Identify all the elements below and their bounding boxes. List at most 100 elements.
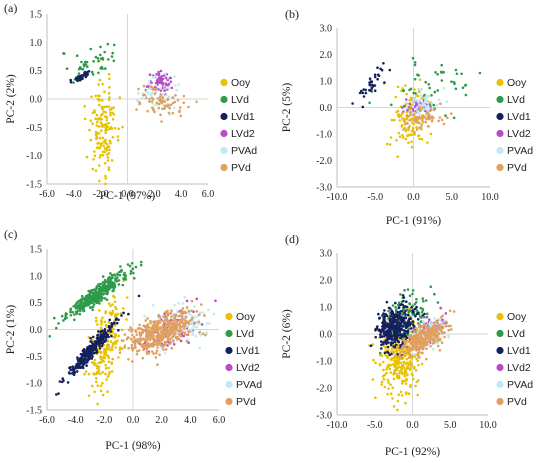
data-point (169, 80, 173, 84)
x-tick-label: 5.0 (444, 420, 457, 431)
data-point (422, 322, 426, 326)
legend-label: PVAd (236, 379, 262, 391)
data-point (155, 349, 159, 353)
x-tick-label: 6.0 (202, 189, 215, 200)
data-point (104, 131, 108, 135)
data-point (123, 333, 127, 336)
data-point (75, 370, 79, 373)
data-point (434, 71, 437, 74)
data-point (416, 337, 419, 340)
data-point (405, 300, 408, 304)
data-point (393, 360, 397, 364)
data-point (413, 77, 417, 81)
data-point (111, 357, 114, 361)
data-point (414, 384, 417, 388)
data-point (398, 119, 402, 122)
data-point (361, 105, 365, 109)
data-point (392, 363, 395, 366)
data-point (91, 122, 94, 125)
data-point (404, 101, 407, 105)
data-point (89, 350, 93, 354)
data-point (426, 105, 430, 108)
data-point (181, 307, 185, 310)
data-point (104, 182, 107, 186)
data-point (358, 91, 362, 95)
data-point (83, 71, 86, 74)
data-point (180, 309, 184, 313)
data-point (101, 393, 105, 397)
data-point (402, 316, 406, 320)
data-point (420, 346, 423, 349)
panel-label: (b) (285, 7, 299, 21)
data-point (389, 136, 393, 139)
data-point (135, 333, 138, 336)
data-point (421, 329, 425, 332)
data-point (201, 332, 205, 335)
data-point (419, 332, 423, 336)
data-point (98, 164, 101, 167)
data-point (157, 102, 161, 106)
data-point (162, 92, 165, 96)
data-point (409, 342, 413, 346)
data-point (402, 299, 405, 303)
data-point (108, 77, 111, 81)
data-point (404, 392, 408, 396)
data-point (141, 97, 144, 100)
data-point (171, 96, 174, 99)
data-point (424, 99, 428, 102)
data-point (371, 343, 375, 346)
data-point (436, 89, 440, 92)
data-point (88, 128, 91, 132)
data-point (99, 282, 103, 286)
data-point (93, 390, 96, 394)
data-point (184, 311, 188, 315)
data-point (114, 313, 117, 317)
data-point (478, 71, 482, 75)
data-point (135, 99, 139, 102)
data-point (89, 306, 93, 309)
data-point (99, 142, 102, 145)
data-point (428, 86, 432, 90)
data-point (415, 312, 419, 316)
data-point (393, 345, 397, 349)
data-point (129, 326, 132, 329)
data-point (444, 114, 447, 117)
x-tick-label: -2.0 (93, 189, 109, 200)
y-tick-label: -0.5 (26, 123, 42, 134)
data-point (103, 297, 107, 300)
data-point (163, 351, 167, 355)
data-point (412, 330, 416, 334)
data-point (403, 289, 406, 292)
x-tick-label: -10.0 (327, 420, 348, 431)
data-point (83, 357, 86, 361)
data-point (403, 104, 407, 108)
data-point (435, 320, 438, 323)
data-point (101, 107, 104, 111)
data-point (398, 135, 402, 138)
data-point (160, 347, 163, 350)
data-point (392, 405, 396, 408)
data-point (396, 330, 400, 333)
data-point (404, 137, 408, 141)
data-point (115, 321, 119, 325)
data-point (411, 105, 415, 108)
data-point (134, 265, 138, 269)
data-point (105, 345, 109, 348)
data-point (412, 377, 415, 381)
data-point (418, 90, 421, 94)
legend-marker (220, 129, 228, 138)
data-point (159, 95, 162, 98)
series-ooy (83, 59, 124, 186)
data-point (183, 295, 186, 299)
data-point (90, 357, 94, 360)
data-point (81, 354, 85, 358)
data-point (117, 328, 120, 332)
data-point (417, 351, 420, 355)
data-point (400, 315, 403, 319)
data-point (172, 339, 175, 342)
data-point (395, 372, 399, 376)
data-point (116, 135, 120, 138)
data-point (389, 392, 393, 396)
data-point (158, 337, 161, 341)
data-point (108, 108, 112, 111)
